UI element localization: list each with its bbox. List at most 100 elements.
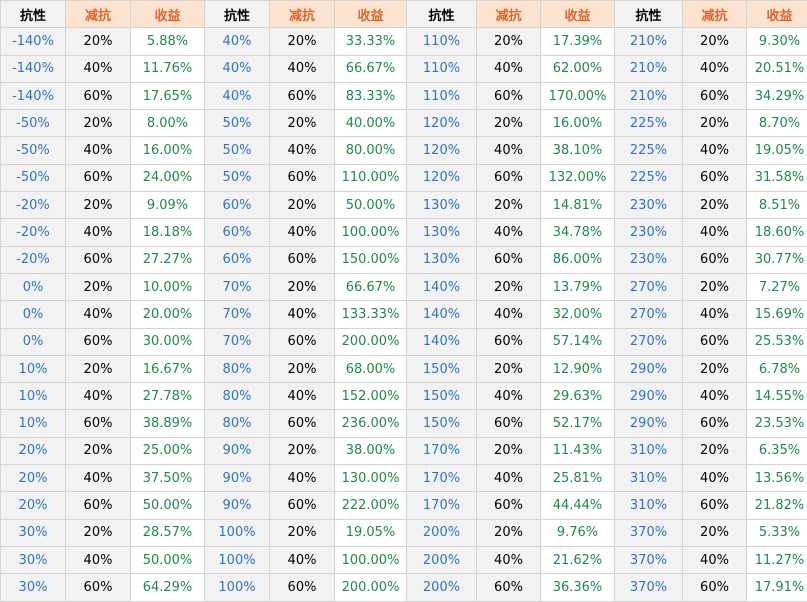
resistance-cell: 120% xyxy=(407,137,477,164)
reduction-cell: 40% xyxy=(477,301,541,328)
gain-cell: 100.00% xyxy=(335,219,407,246)
reduction-cell: 60% xyxy=(477,328,541,355)
resistance-cell: 20% xyxy=(1,492,66,519)
resistance-cell: 200% xyxy=(407,546,477,573)
reduction-cell: 40% xyxy=(477,219,541,246)
gain-cell: 7.27% xyxy=(747,273,807,300)
reduction-cell: 20% xyxy=(270,437,335,464)
resistance-cell: 170% xyxy=(407,437,477,464)
reduction-cell: 60% xyxy=(66,574,131,601)
gain-cell: 11.43% xyxy=(541,437,615,464)
header-resistance: 抗性 xyxy=(407,1,477,28)
resistance-cell: 90% xyxy=(205,492,270,519)
reduction-cell: 20% xyxy=(683,273,747,300)
table-row: -140%60%17.65%40%60%83.33%110%60%170.00%… xyxy=(1,82,807,109)
reduction-cell: 20% xyxy=(683,437,747,464)
reduction-cell: 60% xyxy=(477,492,541,519)
header-resistance: 抗性 xyxy=(1,1,66,28)
reduction-cell: 60% xyxy=(270,410,335,437)
gain-cell: 19.05% xyxy=(335,519,407,546)
gain-cell: 19.05% xyxy=(747,137,807,164)
gain-cell: 29.63% xyxy=(541,383,615,410)
gain-cell: 66.67% xyxy=(335,273,407,300)
reduction-cell: 20% xyxy=(270,192,335,219)
reduction-cell: 60% xyxy=(270,246,335,273)
reduction-cell: 20% xyxy=(477,28,541,55)
resistance-cell: 270% xyxy=(615,273,683,300)
gain-cell: 17.65% xyxy=(131,82,205,109)
reduction-cell: 60% xyxy=(683,246,747,273)
table-row: 0%20%10.00%70%20%66.67%140%20%13.79%270%… xyxy=(1,273,807,300)
resistance-cell: 0% xyxy=(1,273,66,300)
resistance-cell: 210% xyxy=(615,82,683,109)
gain-cell: 28.57% xyxy=(131,519,205,546)
resistance-cell: -140% xyxy=(1,28,66,55)
resistance-cell: 90% xyxy=(205,465,270,492)
resistance-cell: 40% xyxy=(205,28,270,55)
resistance-cell: 230% xyxy=(615,246,683,273)
gain-cell: 10.00% xyxy=(131,273,205,300)
table-row: -20%60%27.27%60%60%150.00%130%60%86.00%2… xyxy=(1,246,807,273)
reduction-cell: 60% xyxy=(477,82,541,109)
resistance-cell: 50% xyxy=(205,110,270,137)
gain-cell: 16.67% xyxy=(131,355,205,382)
reduction-cell: 40% xyxy=(66,546,131,573)
gain-cell: 21.82% xyxy=(747,492,807,519)
reduction-cell: 40% xyxy=(66,465,131,492)
resistance-cell: 370% xyxy=(615,519,683,546)
table-row: 30%60%64.29%100%60%200.00%200%60%36.36%3… xyxy=(1,574,807,601)
gain-cell: 14.55% xyxy=(747,383,807,410)
gain-cell: 80.00% xyxy=(335,137,407,164)
resistance-cell: 120% xyxy=(407,164,477,191)
resistance-cell: 370% xyxy=(615,574,683,601)
resistance-cell: 70% xyxy=(205,273,270,300)
reduction-cell: 20% xyxy=(270,110,335,137)
reduction-cell: 40% xyxy=(66,383,131,410)
resistance-cell: 10% xyxy=(1,383,66,410)
reduction-cell: 60% xyxy=(270,164,335,191)
resistance-cell: 310% xyxy=(615,437,683,464)
reduction-cell: 20% xyxy=(477,355,541,382)
gain-cell: 5.88% xyxy=(131,28,205,55)
gain-cell: 37.50% xyxy=(131,465,205,492)
gain-cell: 32.00% xyxy=(541,301,615,328)
resistance-cell: 70% xyxy=(205,301,270,328)
resistance-cell: 30% xyxy=(1,519,66,546)
resistance-cell: 150% xyxy=(407,355,477,382)
reduction-cell: 60% xyxy=(66,164,131,191)
table-row: -140%40%11.76%40%40%66.67%110%40%62.00%2… xyxy=(1,55,807,82)
reduction-cell: 20% xyxy=(683,192,747,219)
gain-cell: 24.00% xyxy=(131,164,205,191)
resistance-cell: 60% xyxy=(205,246,270,273)
gain-cell: 133.33% xyxy=(335,301,407,328)
resistance-cell: 140% xyxy=(407,301,477,328)
gain-cell: 86.00% xyxy=(541,246,615,273)
header-row: 抗性 减抗 收益 抗性 减抗 收益 抗性 减抗 收益 抗性 减抗 收益 xyxy=(1,1,807,28)
resistance-cell: 110% xyxy=(407,82,477,109)
gain-cell: 200.00% xyxy=(335,574,407,601)
resistance-cell: 290% xyxy=(615,383,683,410)
reduction-cell: 60% xyxy=(683,492,747,519)
reduction-cell: 40% xyxy=(683,383,747,410)
header-reduction: 减抗 xyxy=(477,1,541,28)
resistance-cell: 10% xyxy=(1,355,66,382)
reduction-cell: 40% xyxy=(683,137,747,164)
gain-cell: 18.18% xyxy=(131,219,205,246)
gain-cell: 9.76% xyxy=(541,519,615,546)
resistance-cell: 130% xyxy=(407,246,477,273)
table-row: 0%60%30.00%70%60%200.00%140%60%57.14%270… xyxy=(1,328,807,355)
gain-cell: 30.00% xyxy=(131,328,205,355)
reduction-cell: 20% xyxy=(477,192,541,219)
reduction-cell: 20% xyxy=(66,110,131,137)
resistance-cell: 40% xyxy=(205,55,270,82)
resistance-cell: 80% xyxy=(205,383,270,410)
table-row: -50%20%8.00%50%20%40.00%120%20%16.00%225… xyxy=(1,110,807,137)
header-gain: 收益 xyxy=(541,1,615,28)
reduction-cell: 40% xyxy=(683,219,747,246)
reduction-cell: 20% xyxy=(477,273,541,300)
resistance-cell: 270% xyxy=(615,301,683,328)
gain-cell: 62.00% xyxy=(541,55,615,82)
gain-cell: 52.17% xyxy=(541,410,615,437)
gain-cell: 130.00% xyxy=(335,465,407,492)
